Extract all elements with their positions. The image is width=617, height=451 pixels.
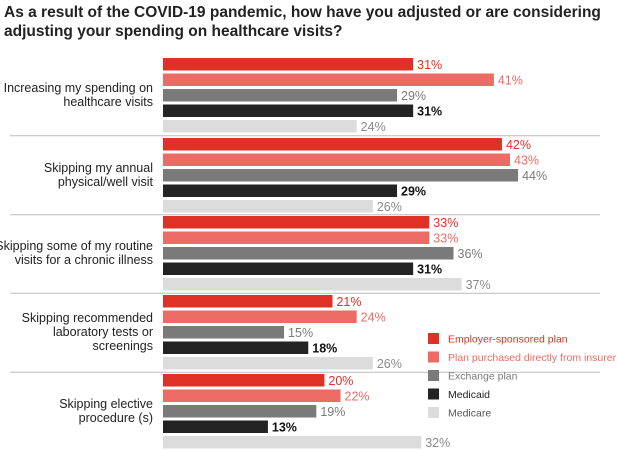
value-label: 37%: [466, 278, 491, 292]
bar: [163, 436, 422, 449]
category-label: Skipping recommended: [22, 311, 153, 325]
category-label: Skipping elective: [59, 397, 153, 411]
legend-label: Medicare: [448, 408, 491, 420]
value-label: 29%: [401, 89, 426, 103]
value-label: 29%: [401, 185, 426, 199]
bar: [163, 247, 454, 260]
bar: [163, 231, 430, 244]
bar: [163, 326, 285, 339]
value-label: 31%: [417, 263, 442, 277]
bars-layer: [163, 58, 519, 449]
value-label: 13%: [272, 421, 297, 435]
bar: [163, 374, 325, 387]
legend-label: Medicaid: [448, 389, 490, 401]
value-label: 41%: [498, 74, 523, 88]
value-label: 20%: [328, 374, 353, 388]
value-label: 33%: [433, 232, 458, 246]
legend-label: Exchange plan: [448, 371, 518, 383]
category-label: physical/well visit: [58, 175, 154, 189]
group-dividers: [10, 135, 600, 373]
bar: [163, 216, 430, 229]
value-label: 31%: [417, 58, 442, 72]
bar: [163, 169, 519, 182]
legend-swatch: [428, 370, 439, 381]
value-label: 31%: [417, 105, 442, 119]
legend-swatch: [428, 407, 439, 418]
value-label: 32%: [425, 436, 450, 450]
legend-swatch: [428, 388, 439, 400]
bar: [163, 200, 373, 213]
legend-swatch: [428, 351, 439, 363]
legend: Employer-sponsored plan Plan purchased di…: [428, 333, 617, 420]
bar: [163, 341, 309, 354]
value-label: 42%: [506, 138, 531, 152]
bar: [163, 89, 398, 102]
bar: [163, 295, 333, 308]
category-label: screenings: [93, 339, 153, 353]
chart-title: As a result of the COVID-19 pandemic, ho…: [4, 4, 601, 40]
bar: [163, 153, 511, 166]
value-label: 19%: [320, 405, 345, 419]
value-label: 15%: [288, 326, 313, 340]
legend-swatch: [428, 333, 439, 344]
bar: [163, 310, 357, 323]
bar: [163, 262, 414, 275]
bar: [163, 104, 414, 117]
bar: [163, 420, 268, 433]
bar: [163, 138, 502, 151]
value-label: 33%: [433, 216, 458, 230]
bar: [163, 389, 341, 402]
legend-label: Plan purchased directly from insurer: [448, 352, 617, 364]
category-label: laboratory tests or: [53, 325, 153, 339]
value-label: 36%: [458, 247, 483, 261]
value-label: 24%: [361, 120, 386, 134]
value-label: 26%: [377, 200, 402, 214]
value-label: 21%: [336, 295, 361, 309]
value-label: 24%: [361, 311, 386, 325]
value-label: 22%: [345, 390, 370, 404]
bar: [163, 357, 373, 370]
bar: [163, 405, 317, 418]
category-label: visits for a chronic illness: [15, 253, 153, 267]
value-label: 26%: [377, 357, 402, 371]
bar: [163, 184, 398, 197]
bar: [163, 73, 494, 86]
category-label: healthcare visits: [63, 95, 153, 109]
value-label: 44%: [522, 169, 547, 183]
bar: [163, 58, 414, 71]
value-labels: 31%41%29%31%24%42%43%44%29%26%33%33%36%3…: [272, 58, 547, 450]
legend-label: Employer-sponsored plan: [448, 334, 568, 346]
value-label: 18%: [312, 342, 337, 356]
category-label: Skipping my annual: [44, 161, 153, 175]
category-label: Skipping some of my routine: [0, 239, 153, 253]
category-label: procedure (s): [79, 411, 153, 425]
bar: [163, 278, 462, 291]
value-label: 43%: [514, 154, 539, 168]
bar: [163, 120, 357, 133]
category-label: Increasing my spending on: [4, 81, 153, 95]
